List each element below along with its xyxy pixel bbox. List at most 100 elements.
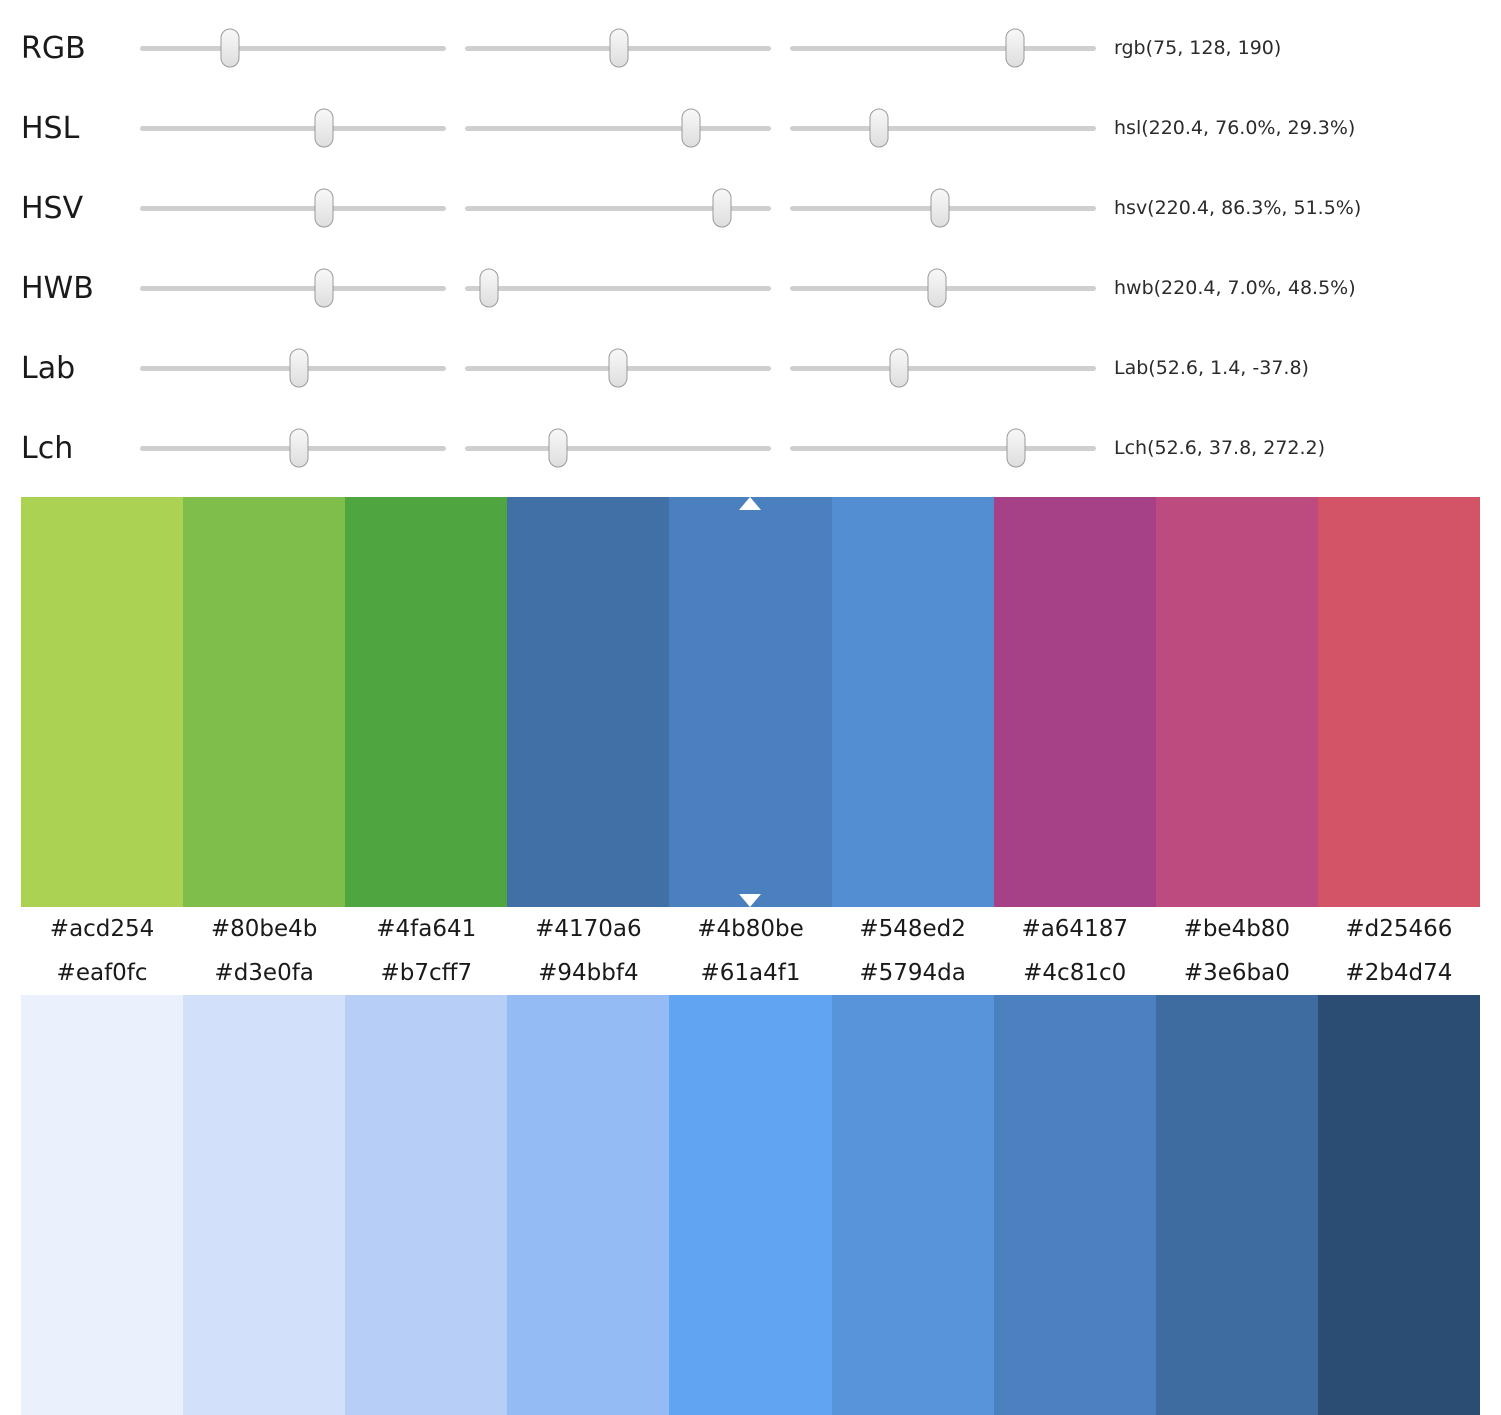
slider-track-channel-2[interactable] [465, 28, 771, 68]
slider-track-group [140, 348, 1096, 388]
slider-row-lab: Lab Lab(52.6, 1.4, -37.8) [0, 328, 1501, 408]
tint-palette: #eaf0fc #d3e0fa #b7cff7 #94bbf4 #61a4f1 #5794… [21, 951, 1480, 1415]
swatch-hex-label: #4fa641 [376, 916, 477, 942]
swatch-hex-label: #eaf0fc [56, 960, 148, 986]
slider-thumb[interactable] [479, 268, 499, 308]
slider-track-channel-1[interactable] [140, 268, 446, 308]
color-swatch[interactable] [1155, 995, 1318, 1415]
color-swatch[interactable] [831, 497, 994, 907]
color-swatch[interactable] [507, 995, 670, 1415]
slider-thumb[interactable] [314, 108, 334, 148]
slider-track-channel-3[interactable] [790, 268, 1096, 308]
swatch-hex-label: #d3e0fa [214, 960, 314, 986]
slider-thumb[interactable] [548, 428, 568, 468]
color-swatch[interactable] [345, 497, 508, 907]
swatch-hex-label: #d25466 [1345, 916, 1453, 942]
slider-track-channel-2[interactable] [465, 268, 771, 308]
color-swatch[interactable] [21, 995, 184, 1415]
slider-track-channel-2[interactable] [465, 348, 771, 388]
hue-palette: #acd254 #80be4b #4fa641 #4170a6 #4b80be #548e… [21, 497, 1480, 951]
swatch-hex-label: #80be4b [210, 916, 318, 942]
slider-thumb[interactable] [1006, 428, 1026, 468]
swatch-hex-label: #548ed2 [859, 916, 966, 942]
swatch-hex-label: #3e6ba0 [1183, 960, 1290, 986]
slider-row-hwb: HWB hwb(220.4, 7.0%, 48.5%) [0, 248, 1501, 328]
slider-thumb[interactable] [314, 268, 334, 308]
slider-track-channel-3[interactable] [790, 188, 1096, 228]
color-value-text: hsv(220.4, 86.3%, 51.5%) [1114, 197, 1362, 219]
hue-swatch-row [21, 497, 1480, 907]
slider-thumb[interactable] [314, 188, 334, 228]
swatch-hex-label: #2b4d74 [1345, 960, 1453, 986]
slider-thumb[interactable] [930, 188, 950, 228]
slider-thumb[interactable] [712, 188, 732, 228]
swatch-hex-label: #5794da [859, 960, 966, 986]
slider-row-hsv: HSV hsv(220.4, 86.3%, 51.5%) [0, 168, 1501, 248]
color-swatch[interactable] [1317, 497, 1480, 907]
swatch-hex-label: #acd254 [49, 916, 155, 942]
color-swatch[interactable] [21, 497, 184, 907]
slider-track-channel-1[interactable] [140, 188, 446, 228]
slider-track-channel-1[interactable] [140, 428, 446, 468]
swatch-hex-label: #4b80be [697, 916, 804, 942]
slider-track-group [140, 28, 1096, 68]
color-swatch[interactable] [1317, 995, 1480, 1415]
slider-thumb[interactable] [889, 348, 909, 388]
color-swatch[interactable] [1155, 497, 1318, 907]
slider-track-channel-2[interactable] [465, 428, 771, 468]
color-space-label: RGB [21, 30, 86, 66]
slider-track-channel-1[interactable] [140, 348, 446, 388]
tint-swatch-row [21, 995, 1480, 1415]
slider-track-channel-3[interactable] [790, 28, 1096, 68]
color-swatch[interactable] [993, 995, 1156, 1415]
slider-thumb[interactable] [609, 28, 629, 68]
slider-thumb[interactable] [220, 28, 240, 68]
swatch-hex-label: #a64187 [1021, 916, 1128, 942]
swatch-hex-label: #61a4f1 [700, 960, 801, 986]
color-swatch[interactable] [831, 995, 994, 1415]
slider-track-channel-1[interactable] [140, 28, 446, 68]
color-sliders-panel: RGB rgb(75, 128, 190) HSL hsl(220.4, 76.… [0, 0, 1501, 488]
slider-track-channel-1[interactable] [140, 108, 446, 148]
hue-label-row: #acd254 #80be4b #4fa641 #4170a6 #4b80be #548e… [21, 907, 1480, 951]
slider-row-lch: Lch Lch(52.6, 37.8, 272.2) [0, 408, 1501, 488]
swatch-hex-label: #b7cff7 [380, 960, 473, 986]
slider-thumb[interactable] [289, 348, 309, 388]
slider-track-group [140, 268, 1096, 308]
slider-thumb[interactable] [1005, 28, 1025, 68]
slider-thumb[interactable] [289, 428, 309, 468]
color-value-text: hwb(220.4, 7.0%, 48.5%) [1114, 277, 1356, 299]
selection-notch-top [739, 497, 762, 510]
color-value-text: Lab(52.6, 1.4, -37.8) [1114, 357, 1309, 379]
color-swatch[interactable] [669, 497, 832, 907]
slider-track-channel-2[interactable] [465, 108, 771, 148]
slider-thumb[interactable] [608, 348, 628, 388]
slider-track-channel-3[interactable] [790, 348, 1096, 388]
selection-notch-bottom [739, 894, 762, 907]
slider-track-channel-2[interactable] [465, 188, 771, 228]
slider-track-channel-3[interactable] [790, 108, 1096, 148]
color-value-text: Lch(52.6, 37.8, 272.2) [1114, 437, 1326, 459]
swatch-hex-label: #94bbf4 [538, 960, 639, 986]
color-value-text: hsl(220.4, 76.0%, 29.3%) [1114, 117, 1356, 139]
slider-track-channel-3[interactable] [790, 428, 1096, 468]
slider-row-hsl: HSL hsl(220.4, 76.0%, 29.3%) [0, 88, 1501, 168]
color-swatch[interactable] [507, 497, 670, 907]
color-space-label: HSL [21, 110, 80, 146]
color-swatch[interactable] [993, 497, 1156, 907]
color-space-label: Lab [21, 350, 76, 386]
slider-thumb[interactable] [927, 268, 947, 308]
slider-track-group [140, 108, 1096, 148]
color-swatch[interactable] [669, 995, 832, 1415]
slider-row-rgb: RGB rgb(75, 128, 190) [0, 8, 1501, 88]
color-space-label: Lch [21, 430, 74, 466]
slider-track-group [140, 188, 1096, 228]
slider-thumb[interactable] [869, 108, 889, 148]
swatch-hex-label: #4c81c0 [1023, 960, 1127, 986]
slider-thumb[interactable] [681, 108, 701, 148]
color-space-label: HSV [21, 190, 84, 226]
color-value-text: rgb(75, 128, 190) [1114, 37, 1282, 59]
color-swatch[interactable] [345, 995, 508, 1415]
color-swatch[interactable] [183, 497, 346, 907]
color-swatch[interactable] [183, 995, 346, 1415]
